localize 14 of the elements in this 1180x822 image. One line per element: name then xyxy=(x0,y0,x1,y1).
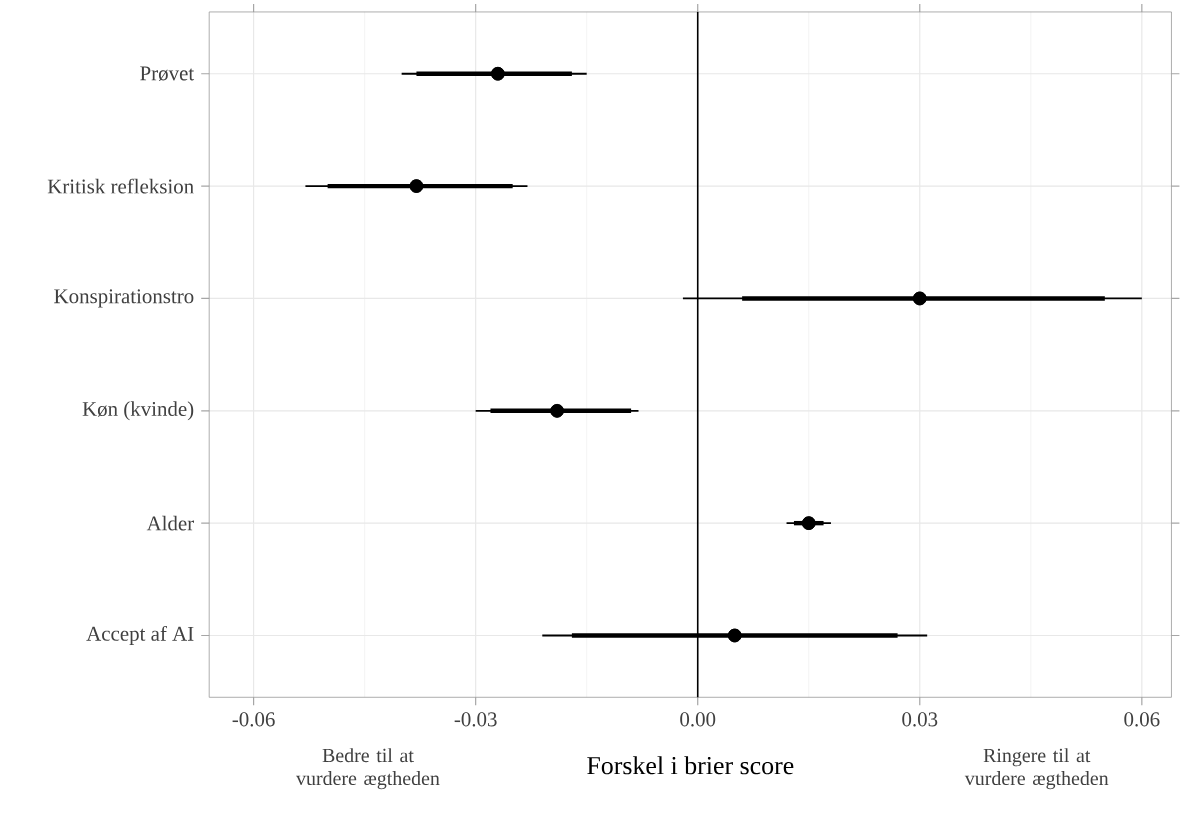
y-tick-label: Alder xyxy=(146,515,194,531)
y-tick-label: Kritisk refleksion xyxy=(47,178,194,194)
y-tick-label: Konspirationstro xyxy=(54,289,194,308)
x-tick-label: 0.06 xyxy=(1124,712,1160,727)
y-tick-label: Prøvet xyxy=(140,66,195,82)
x-tick-label: -0.03 xyxy=(454,712,497,727)
x-axis-title: Forskel i brier score xyxy=(587,756,794,775)
x-tick-label: -0.06 xyxy=(232,712,275,727)
x-tick-label: 0.03 xyxy=(902,712,938,727)
y-tick-label: Accept af AI xyxy=(86,626,194,646)
text: Ringere til at vurdere ægtheden xyxy=(964,748,1109,790)
x-tick-label: 0.00 xyxy=(680,712,716,727)
text: Bedre til at vurdere ægtheden xyxy=(296,748,440,790)
y-tick-label: Køn (kvinde) xyxy=(82,401,194,421)
